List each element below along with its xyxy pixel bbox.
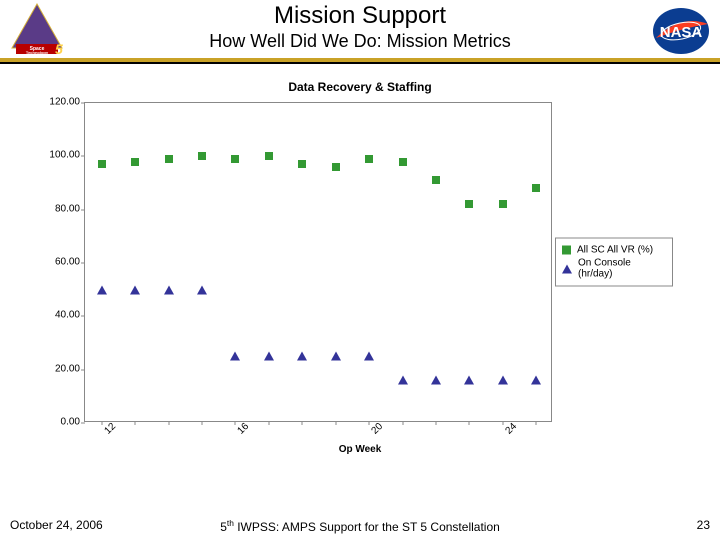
slide-title: Mission Support (0, 0, 720, 30)
y-tick-label: 0.00 (61, 417, 80, 428)
data-point (398, 376, 408, 385)
legend-item-series1: All SC All VR (%) (562, 245, 666, 256)
y-tick-label: 20.00 (55, 363, 80, 374)
data-point (165, 155, 173, 163)
svg-text:Technology: Technology (26, 50, 49, 55)
data-point (298, 160, 306, 168)
footer-date: October 24, 2006 (10, 518, 103, 532)
data-point (498, 376, 508, 385)
legend-item-series2: On Console (hr/day) (562, 258, 666, 280)
data-point (197, 285, 207, 294)
data-point (230, 352, 240, 361)
y-tick-label: 80.00 (55, 203, 80, 214)
svg-text:NASA: NASA (660, 24, 703, 41)
plot-row: 0.0020.0040.0060.0080.00100.00120.00 All… (40, 102, 680, 422)
data-point (97, 285, 107, 294)
footer: October 24, 2006 5th IWPSS: AMPS Support… (0, 518, 720, 532)
data-point (465, 200, 473, 208)
y-tick-label: 100.00 (49, 150, 80, 161)
triangle-icon (562, 264, 572, 273)
y-tick-label: 40.00 (55, 310, 80, 321)
data-point (499, 200, 507, 208)
data-point (130, 285, 140, 294)
footer-page: 23 (697, 518, 710, 532)
legend: All SC All VR (%) On Console (hr/day) (555, 238, 673, 287)
data-point (264, 352, 274, 361)
header-rule-black (0, 62, 720, 64)
data-point (399, 158, 407, 166)
legend-label: On Console (hr/day) (578, 258, 666, 280)
data-point (464, 376, 474, 385)
y-tick-label: 60.00 (55, 257, 80, 268)
slide: Space Technology 5 NASA Mission Support … (0, 0, 720, 540)
data-point (532, 184, 540, 192)
footer-ord: 5 (220, 520, 227, 534)
nasa-logo: NASA (650, 6, 712, 56)
header: Space Technology 5 NASA Mission Support … (0, 0, 720, 62)
data-point (332, 163, 340, 171)
data-point (431, 376, 441, 385)
chart-container: Data Recovery & Staffing 0.00 20.00 40.00 6… (40, 80, 680, 480)
data-point (131, 158, 139, 166)
data-point (265, 152, 273, 160)
data-point (331, 352, 341, 361)
data-point (297, 352, 307, 361)
footer-sup: th (227, 518, 234, 528)
data-point (164, 285, 174, 294)
x-axis-label: Op Week (40, 444, 680, 455)
plot-area: All SC All VR (%) On Console (hr/day) 12… (84, 102, 552, 422)
svg-text:5: 5 (55, 41, 63, 57)
slide-subtitle: How Well Did We Do: Mission Metrics (0, 30, 720, 52)
y-tick-label: 120.00 (49, 97, 80, 108)
chart-title: Data Recovery & Staffing (40, 80, 680, 94)
footer-center: 5th IWPSS: AMPS Support for the ST 5 Con… (220, 518, 500, 534)
data-point (531, 376, 541, 385)
data-point (231, 155, 239, 163)
data-point (364, 352, 374, 361)
footer-text: IWPSS: AMPS Support for the ST 5 Constel… (234, 520, 500, 534)
data-point (432, 176, 440, 184)
data-point (198, 152, 206, 160)
square-icon (562, 246, 571, 255)
legend-label: All SC All VR (%) (577, 245, 653, 256)
data-point (365, 155, 373, 163)
data-point (98, 160, 106, 168)
mission-patch-logo: Space Technology 5 (8, 2, 66, 58)
y-axis-labels: 0.0020.0040.0060.0080.00100.00120.00 (40, 102, 84, 422)
